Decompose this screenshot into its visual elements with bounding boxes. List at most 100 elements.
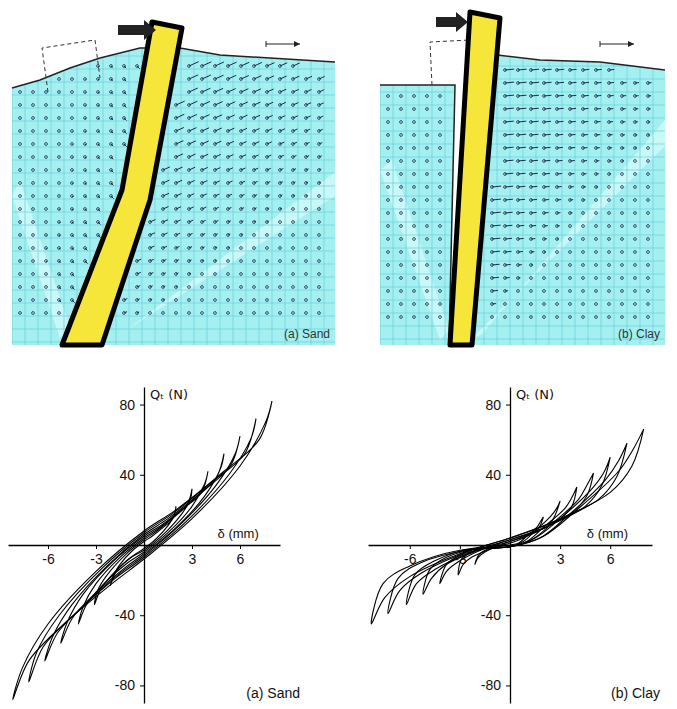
displacement-dot (387, 225, 390, 228)
soil (12, 48, 335, 345)
displacement-dot (253, 247, 256, 250)
displacement-dot (543, 303, 546, 306)
displacement-vector (306, 182, 308, 184)
displacement-dot (556, 277, 559, 280)
displacement-dot (556, 316, 559, 319)
displacement-dot (214, 286, 217, 289)
displacement-vector (518, 212, 525, 214)
figure: (a) Sand(b) Clay-6-3368040-40-80Qₜ (N)δ … (0, 0, 677, 709)
displacement-dot (19, 182, 22, 185)
displacement-dot (266, 247, 269, 250)
displacement-dot (32, 312, 35, 315)
displacement-vector (583, 186, 586, 187)
displacement-vector (228, 89, 236, 92)
displacement-vector (72, 144, 74, 146)
displacement-vector (609, 82, 614, 84)
displacement-dot (439, 264, 442, 267)
displacement-vector (124, 66, 126, 68)
x-tick-mark (240, 545, 241, 549)
displacement-dot (19, 208, 22, 211)
displacement-dot (227, 312, 230, 315)
displacement-dot (58, 117, 61, 120)
displacement-dot (279, 312, 282, 315)
displacement-vector (254, 115, 260, 118)
displacement-dot (279, 234, 282, 237)
displacement-vector (267, 182, 270, 183)
displacement-vector (254, 62, 262, 66)
displacement-vector (202, 101, 210, 105)
grid-line (380, 300, 665, 301)
displacement-vector (622, 134, 625, 135)
displacement-vector (46, 261, 48, 263)
displacement-vector (557, 134, 563, 136)
displacement-dot (543, 316, 546, 319)
grid-line (380, 196, 665, 197)
y-axis: 8040-40-80 (115, 388, 145, 704)
displacement-vector (176, 141, 183, 144)
displacement-dot (58, 156, 61, 159)
displacement-vector (267, 129, 272, 131)
displacement-vector (492, 225, 501, 227)
displacement-dot (647, 264, 650, 267)
grid-line (25, 30, 26, 345)
displacement-dot (71, 104, 74, 107)
displacement-vector (150, 233, 155, 235)
displacement-dot (84, 247, 87, 250)
displacement-dot (97, 143, 100, 146)
grid-line (12, 277, 335, 278)
grid-line (380, 105, 665, 106)
displacement-vector (319, 103, 324, 105)
displacement-dot (621, 264, 624, 267)
displacement-dot (292, 273, 295, 276)
displacement-vector (492, 264, 500, 266)
displacement-dot (58, 221, 61, 224)
displacement-dot (621, 225, 624, 228)
displacement-vector (267, 102, 273, 105)
displacement-vector (137, 286, 140, 287)
displacement-dot (608, 264, 611, 267)
displacement-dot (413, 290, 416, 293)
displacement-dot (19, 130, 22, 133)
displacement-dot (71, 130, 74, 133)
displacement-dot (292, 260, 295, 263)
grid-line (536, 40, 537, 345)
y-axis-title: Qₜ (N) (516, 387, 554, 402)
displacement-dot (582, 290, 585, 293)
displacement-vector (254, 208, 257, 209)
displacement-dot (413, 173, 416, 176)
displacement-dot (305, 195, 308, 198)
displacement-dot (387, 199, 390, 202)
displacement-vector (254, 89, 261, 92)
displacement-dot (45, 208, 48, 211)
displacement-vector (492, 212, 501, 214)
displacement-dot (123, 78, 126, 81)
displacement-dot (426, 173, 429, 176)
displacement-vector (176, 193, 182, 196)
grid-line (380, 261, 665, 262)
displacement-vector (163, 220, 168, 222)
scale-arrow (628, 41, 634, 47)
x-axis-title: δ (mm) (218, 526, 259, 541)
displacement-dot (19, 273, 22, 276)
displacement-vector (111, 66, 113, 68)
displacement-dot (110, 156, 113, 159)
displacement-dot (387, 121, 390, 124)
displacement-vector (189, 247, 192, 248)
displacement-dot (387, 316, 390, 319)
displacement-vector (163, 246, 167, 248)
displacement-vector (254, 195, 257, 196)
displacement-dot (387, 147, 390, 150)
displacement-vector (280, 195, 282, 196)
displacement-vector (163, 167, 170, 170)
displacement-dot (97, 130, 100, 133)
plot-area (371, 429, 643, 624)
displacement-vector (505, 121, 514, 123)
displacement-dot (45, 143, 48, 146)
x-tick-label: -3 (90, 551, 103, 567)
hysteresis-loop (440, 487, 577, 584)
displacement-dot (71, 208, 74, 211)
displacement-dot (634, 264, 637, 267)
y-tick: -40 (115, 607, 144, 623)
displacement-vector (85, 196, 87, 198)
displacement-vector (85, 261, 88, 264)
